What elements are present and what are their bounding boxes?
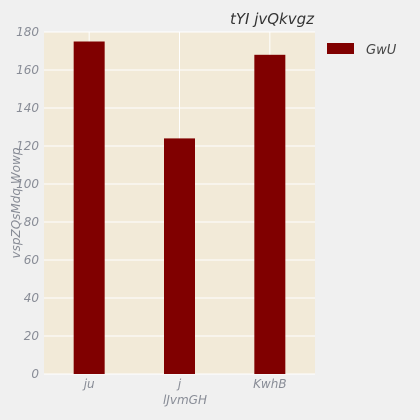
- y-tick-label: 100: [16, 177, 39, 191]
- y-tick-label: 0: [31, 367, 39, 381]
- bar-KwhB: [254, 54, 286, 375]
- y-tick-label: 160: [16, 63, 39, 77]
- y-tick-label: 80: [24, 215, 40, 229]
- y-tick-label: 40: [24, 291, 40, 305]
- x-tick-labels: ju j KwhB: [82, 377, 287, 391]
- y-tick-label: 60: [24, 253, 40, 267]
- legend-label: GwU: [366, 43, 397, 58]
- y-tick-label: 180: [16, 25, 39, 39]
- x-tick-label: ju: [82, 377, 95, 391]
- y-tick-label: 140: [16, 101, 39, 115]
- bar-ju: [73, 41, 105, 374]
- legend: GwU: [327, 43, 397, 58]
- x-tick-label: KwhB: [253, 377, 287, 391]
- y-tick-labels: 0 20 40 60 80 100 120 140 160 180: [16, 25, 39, 381]
- x-axis-label: lJvmGH: [163, 393, 207, 407]
- y-tick-label: 120: [16, 139, 39, 153]
- bars: [73, 41, 286, 375]
- chart-title: tYI jvQkvgz: [230, 10, 315, 28]
- bar-j: [164, 138, 195, 374]
- y-axis-label: vspZQsMdq Wowp: [9, 147, 23, 258]
- legend-swatch: [327, 43, 354, 54]
- y-tick-label: 20: [24, 329, 40, 343]
- x-tick-label: j: [176, 377, 182, 391]
